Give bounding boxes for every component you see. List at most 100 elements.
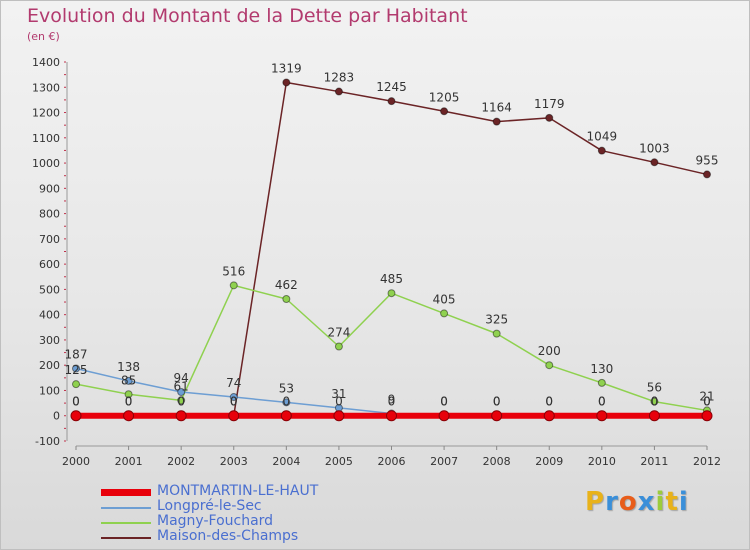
data-point: [72, 364, 80, 373]
data-label: 0: [72, 395, 80, 409]
data-point: [70, 410, 82, 422]
data-label: 0: [125, 395, 133, 409]
data-point: [701, 410, 713, 422]
y-tick-label: 1100: [32, 132, 60, 145]
data-label: 0: [703, 395, 711, 409]
data-label: 0: [388, 395, 396, 409]
data-label: 1003: [639, 141, 670, 155]
data-label: 0: [177, 395, 185, 409]
logo-letter: o: [618, 487, 638, 517]
data-point: [492, 329, 501, 338]
data-point: [596, 410, 608, 422]
data-label: 0: [72, 395, 80, 409]
data-point: [440, 309, 449, 318]
y-tick-label: 200: [39, 359, 60, 372]
x-tick-label: 2010: [588, 455, 616, 468]
chart-title: Evolution du Montant de la Dette par Hab…: [27, 5, 468, 27]
x-tick-label: 2012: [693, 455, 721, 468]
data-label: 0: [598, 395, 606, 409]
y-tick-label: 100: [39, 384, 60, 397]
data-label: 0: [440, 395, 448, 409]
data-point: [386, 410, 397, 422]
x-tick-label: 2002: [167, 455, 195, 468]
data-point: [229, 281, 238, 290]
logo-letter: i: [655, 487, 666, 517]
data-label: 462: [275, 278, 298, 292]
data-label: 0: [125, 395, 133, 409]
data-label: 31: [331, 387, 346, 401]
legend-label: Maison-des-Champs: [157, 528, 299, 544]
data-point: [387, 97, 396, 106]
y-tick-label: 1400: [32, 56, 60, 69]
data-label: 0: [545, 395, 553, 409]
logo-letter: r: [605, 487, 619, 517]
data-label: 0: [493, 395, 501, 409]
data-point: [124, 376, 133, 385]
data-point: [438, 410, 450, 422]
data-point: [650, 158, 659, 167]
data-point: [543, 410, 555, 422]
data-point: [491, 410, 503, 422]
y-tick-label: 400: [39, 309, 60, 322]
data-point: [545, 361, 554, 370]
data-point: [703, 170, 711, 179]
data-label: 94: [174, 371, 189, 385]
data-label: 0: [703, 395, 711, 409]
legend-label: Magny-Fouchard: [157, 513, 274, 529]
data-label: 1179: [534, 97, 565, 111]
data-label: 130: [590, 362, 613, 376]
data-point: [597, 378, 606, 387]
data-label: 74: [226, 376, 241, 390]
y-tick-label: 1300: [32, 81, 60, 94]
data-point: [545, 113, 554, 122]
legend-label: MONTMARTIN-LE-HAUT: [157, 483, 319, 499]
x-tick-label: 2005: [325, 455, 353, 468]
data-label: 0: [545, 395, 553, 409]
data-point: [648, 410, 660, 422]
data-label: 1283: [324, 71, 355, 85]
data-label: 0: [493, 395, 501, 409]
data-point: [440, 107, 449, 116]
logo-letter: P: [585, 487, 606, 517]
y-tick-label: 600: [39, 258, 60, 271]
data-point: [387, 289, 396, 298]
data-point: [177, 387, 186, 396]
data-label: 138: [117, 360, 140, 374]
data-label: 0: [651, 395, 659, 409]
logo-letter: x: [637, 487, 656, 517]
data-point: [334, 342, 343, 351]
data-label: 0: [651, 395, 659, 409]
data-label: 1205: [429, 90, 460, 104]
x-tick-label: 2007: [430, 455, 458, 468]
data-label: 405: [433, 292, 456, 306]
data-label: 516: [222, 264, 245, 278]
y-tick-label: 300: [39, 334, 60, 347]
x-tick-label: 2003: [220, 455, 248, 468]
y-tick-label: 1000: [32, 157, 60, 170]
legend-swatch: [101, 522, 151, 524]
data-label: 0: [177, 395, 185, 409]
data-label: 187: [65, 347, 88, 361]
legend-label: Longpré-le-Sec: [157, 498, 262, 514]
x-tick-label: 2001: [115, 455, 143, 468]
x-tick-label: 2006: [378, 455, 406, 468]
data-point: [228, 410, 240, 422]
data-point: [333, 410, 345, 422]
data-label: 125: [65, 363, 88, 377]
chart-subtitle: (en €): [27, 30, 60, 43]
y-tick-label: 1200: [32, 107, 60, 120]
data-point: [124, 390, 133, 399]
data-point: [175, 410, 187, 422]
data-label: 61: [174, 379, 189, 393]
data-point: [229, 393, 238, 402]
data-point: [597, 146, 606, 155]
x-tick-label: 2008: [483, 455, 511, 468]
data-label: 0: [283, 395, 291, 409]
x-tick-label: 2000: [62, 455, 90, 468]
proxiti-logo: Proxiti: [585, 487, 689, 517]
data-point: [177, 396, 186, 405]
y-tick-label: 900: [39, 182, 60, 195]
data-label: 0: [440, 395, 448, 409]
